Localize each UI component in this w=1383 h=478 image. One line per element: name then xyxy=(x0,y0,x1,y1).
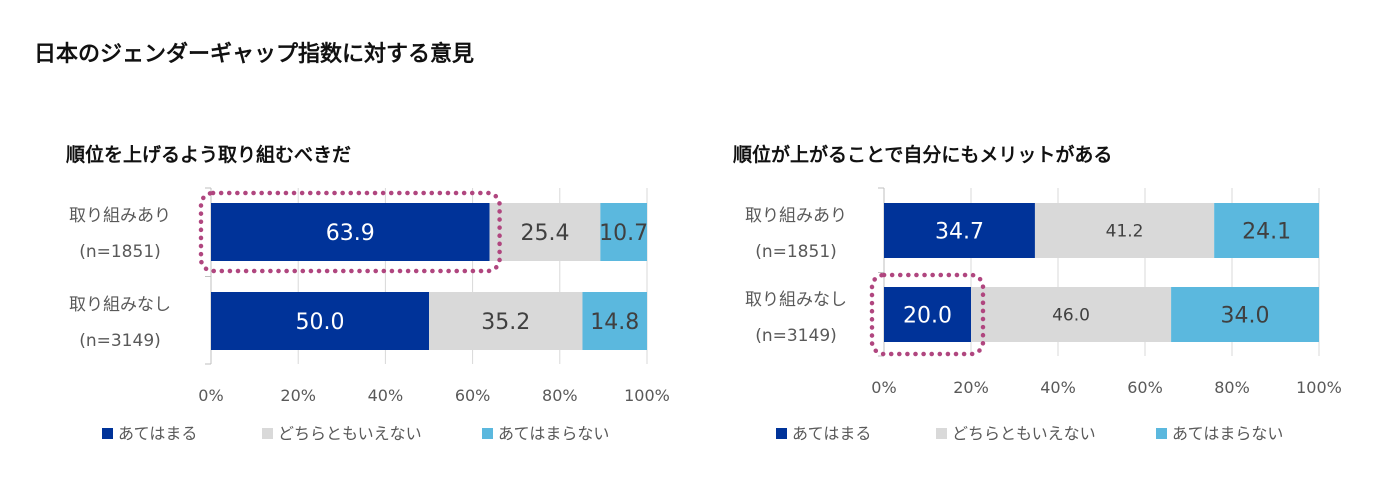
legend-label: あてはまらない xyxy=(498,424,609,443)
legend-swatch xyxy=(936,428,947,439)
category-sample-size: (n=3149) xyxy=(755,326,837,346)
bar-segment xyxy=(489,203,601,261)
tick-label: 100% xyxy=(1296,378,1342,397)
data-label: 34.7 xyxy=(935,220,984,245)
category-label: 取り組みあり xyxy=(745,206,847,226)
bar-segment xyxy=(1214,203,1319,258)
bar-segment xyxy=(582,292,647,350)
legend-label: あてはまる xyxy=(792,424,871,443)
legend-swatch xyxy=(102,428,113,439)
bar-segment xyxy=(429,292,583,350)
legend-label: あてはまらない xyxy=(1172,424,1283,443)
data-label: 46.0 xyxy=(1052,306,1090,326)
highlight-box xyxy=(198,190,502,274)
data-label: 10.7 xyxy=(599,221,648,246)
category-sample-size: (n=3149) xyxy=(79,331,161,351)
category-label: 取り組みあり xyxy=(69,206,171,226)
data-label: 24.1 xyxy=(1242,220,1291,245)
category-sample-size: (n=1851) xyxy=(79,242,161,262)
legend-label: どちらともいえない xyxy=(952,424,1096,443)
page-title: 日本のジェンダーギャップ指数に対する意見 xyxy=(34,42,475,67)
tick-label: 20% xyxy=(280,386,316,405)
tick-label: 40% xyxy=(1040,378,1076,397)
chart-title-right: 順位が上がることで自分にもメリットがある xyxy=(733,144,1113,166)
data-label: 50.0 xyxy=(296,310,345,335)
legend-label: どちらともいえない xyxy=(278,424,422,443)
legend-swatch xyxy=(482,428,493,439)
bar-segment xyxy=(600,203,647,261)
bar-segment xyxy=(884,287,971,342)
tick-label: 0% xyxy=(198,386,223,405)
category-label: 取り組みなし xyxy=(745,290,847,310)
bar-segment xyxy=(1034,203,1215,258)
tick-label: 80% xyxy=(542,386,578,405)
tick-label: 80% xyxy=(1214,378,1250,397)
bar-segment xyxy=(211,203,490,261)
tick-label: 40% xyxy=(368,386,404,405)
data-label: 25.4 xyxy=(520,221,569,246)
data-label: 14.8 xyxy=(590,310,639,335)
tick-label: 20% xyxy=(953,378,989,397)
tick-label: 100% xyxy=(624,386,670,405)
tick-label: 0% xyxy=(871,378,896,397)
stacked-bar-chart-left: 0% 20% 40% 60% 80% 100% 63.9 25.4 10.7 取り組みあり (n=1… xyxy=(69,187,670,443)
tick-label: 60% xyxy=(455,386,491,405)
legend-swatch xyxy=(262,428,273,439)
bar-segment xyxy=(884,203,1035,258)
data-label: 34.0 xyxy=(1221,304,1270,329)
data-label: 63.9 xyxy=(326,221,375,246)
data-label: 35.2 xyxy=(481,310,530,335)
category-label: 取り組みなし xyxy=(69,295,171,315)
legend-label: あてはまる xyxy=(118,424,197,443)
data-label: 41.2 xyxy=(1106,222,1144,242)
bar-segment xyxy=(211,292,429,350)
bar-segment xyxy=(1171,287,1319,342)
data-label: 20.0 xyxy=(903,304,952,329)
chart-title-left: 順位を上げるよう取り組むべきだ xyxy=(66,144,352,166)
bar-segment xyxy=(971,287,1172,342)
tick-label: 60% xyxy=(1127,378,1163,397)
legend-swatch xyxy=(776,428,787,439)
legend-swatch xyxy=(1156,428,1167,439)
category-sample-size: (n=1851) xyxy=(755,242,837,262)
